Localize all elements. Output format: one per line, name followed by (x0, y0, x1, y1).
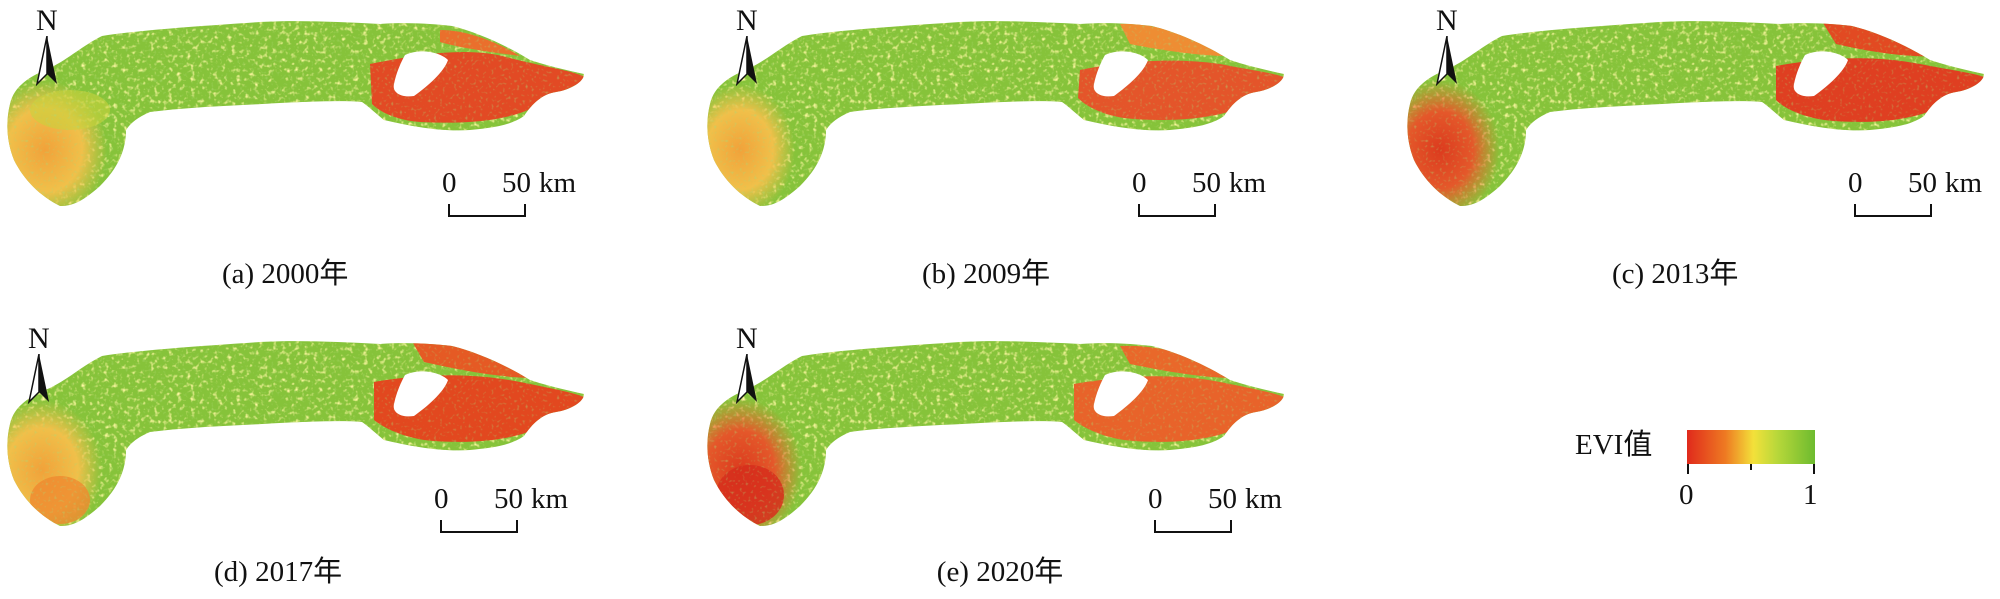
north-arrow: N (726, 324, 776, 404)
evi-legend: EVI值 0 1 (1575, 428, 1835, 518)
legend-ticks (1687, 464, 1815, 474)
north-arrow: N (726, 6, 776, 86)
north-arrow: N (18, 324, 68, 404)
scale-zero: 0 (1132, 167, 1147, 199)
north-label: N (28, 322, 50, 355)
scale-fifty: 50 km (502, 167, 577, 199)
caption-2020-text: (e) 2020年 (936, 556, 1064, 588)
north-label: N (736, 4, 758, 37)
evi-map-2017 (7, 341, 585, 527)
north-arrow: N (26, 6, 76, 86)
scale-line (1854, 204, 1932, 217)
north-label: N (36, 4, 58, 37)
scale-fifty: 50 km (1208, 483, 1283, 515)
scale-bar: 0 50 km (434, 483, 568, 544)
scale-bar: 0 50 km (1132, 167, 1266, 228)
caption-2017: (d) 2017年 (214, 556, 343, 588)
panel-2000: N 0 50 km (a) 2000年 (0, 0, 600, 290)
legend-max: 1 (1803, 479, 1818, 511)
north-arrow: N (1426, 6, 1476, 86)
legend-color-ramp (1687, 430, 1815, 464)
north-arrow-icon (35, 36, 57, 86)
evi-map-2013 (1407, 21, 1985, 207)
caption-2009: (b) 2009年 (922, 258, 1051, 290)
scale-line (440, 520, 518, 533)
scale-bar: 0 50 km (442, 167, 576, 228)
scale-zero: 0 (1848, 167, 1863, 199)
panel-2009: N 0 50 km (b) 2009年 (700, 0, 1300, 290)
scale-zero: 0 (442, 167, 457, 199)
scale-zero: 0 (434, 483, 449, 515)
legend-min: 0 (1679, 479, 1694, 511)
scale-line (1154, 520, 1232, 533)
scale-bar: 0 50 km (1148, 483, 1282, 544)
scale-fifty: 50 km (1192, 167, 1267, 199)
north-arrow-icon (735, 354, 757, 404)
panel-2020: N 0 50 km (e) 2020年 (700, 320, 1300, 590)
panel-2017: N 0 50 km (d) 2017年 (0, 320, 600, 590)
caption-2000: (a) 2000年 (222, 258, 349, 290)
panel-2013: N 0 50 km (c) 2013年 (1400, 0, 2000, 290)
caption-2013: (c) 2013年 (1612, 258, 1739, 290)
scale-bar: 0 50 km (1848, 167, 1982, 228)
north-arrow-icon (735, 36, 757, 86)
evi-map-2009 (707, 21, 1285, 207)
evi-map-2020 (707, 341, 1285, 527)
scale-line (1138, 204, 1216, 217)
scale-line (448, 204, 526, 217)
evi-map-2000 (7, 21, 585, 207)
north-label: N (736, 322, 758, 355)
scale-zero: 0 (1148, 483, 1163, 515)
legend-title: EVI值 (1575, 429, 1653, 461)
north-arrow-icon (27, 354, 49, 404)
scale-fifty: 50 km (1908, 167, 1983, 199)
north-label: N (1436, 4, 1458, 37)
scale-fifty: 50 km (494, 483, 569, 515)
north-arrow-icon (1435, 36, 1457, 86)
